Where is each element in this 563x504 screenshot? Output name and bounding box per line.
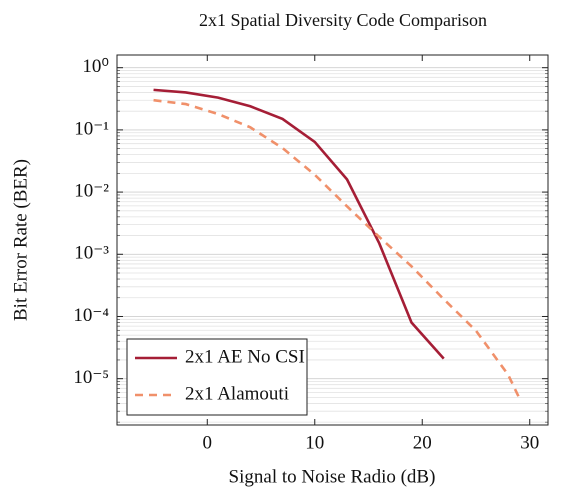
y-tick-label: 10⁻² <box>74 180 109 201</box>
y-tick-label: 10⁻⁵ <box>73 367 109 388</box>
x-tick-label: 10 <box>305 432 324 453</box>
plot-frame <box>116 54 549 426</box>
legend-box <box>126 338 308 416</box>
x-tick-label: 0 <box>203 432 213 453</box>
x-tick-label: 20 <box>413 432 432 453</box>
y-tick-label: 10⁰ <box>82 56 109 77</box>
legend-label: 2x1 AE No CSI <box>185 346 305 367</box>
series-line <box>153 88 445 360</box>
y-tick-label: 10⁻³ <box>74 243 109 264</box>
chart-title: 2x1 Spatial Diversity Code Comparison <box>199 10 487 30</box>
legend-label: 2x1 Alamouti <box>185 383 289 404</box>
y-axis-label: Bit Error Rate (BER) <box>10 159 31 321</box>
x-tick-label: 30 <box>520 432 539 453</box>
y-tick-label: 10⁻¹ <box>74 118 109 139</box>
series-line <box>153 98 521 398</box>
x-axis-label: Signal to Noise Radio (dB) <box>229 466 436 487</box>
y-tick-label: 10⁻⁴ <box>73 305 109 326</box>
